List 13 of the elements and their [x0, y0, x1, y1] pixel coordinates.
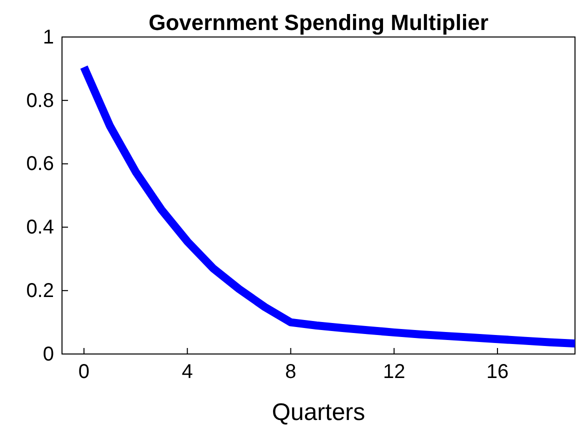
y-tick-label: 0.2: [26, 280, 54, 302]
y-tick-label: 0: [42, 343, 54, 366]
x-tick-label: 16: [486, 361, 509, 384]
x-tick-label: 4: [182, 361, 193, 384]
y-tick-label: 0.6: [26, 153, 54, 176]
chart-title: Government Spending Multiplier: [148, 10, 489, 35]
x-axis-title: Quarters: [272, 399, 366, 426]
x-tick-label: 8: [285, 361, 296, 384]
x-tick-label: 0: [78, 361, 90, 384]
y-tick-label: 0.8: [26, 90, 54, 112]
y-tick-label: 1: [42, 26, 54, 48]
x-tick-label: 12: [382, 361, 406, 384]
y-tick-label: 0.4: [26, 216, 54, 239]
